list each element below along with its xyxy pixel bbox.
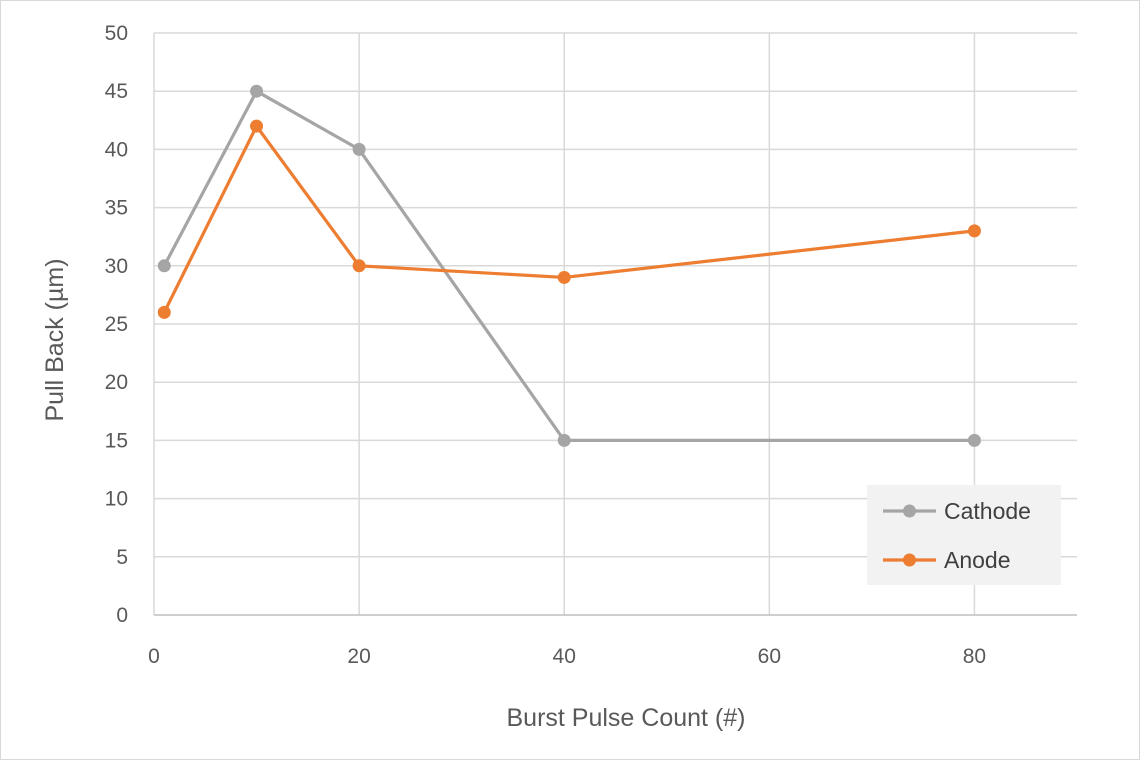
y-tick-label: 40 [105, 138, 128, 161]
y-tick-label: 0 [116, 604, 128, 627]
y-tick-label: 30 [105, 255, 128, 278]
anode-series-line [162, 124, 977, 314]
cathode-data-point [967, 433, 981, 447]
cathode-data-point [250, 84, 264, 98]
anode-data-point [250, 119, 264, 133]
y-tick-label: 20 [105, 371, 128, 394]
anode-data-point [352, 259, 366, 273]
y-axis-title: Pull Back (µm) [41, 258, 69, 421]
y-tick-label: 10 [105, 488, 128, 511]
x-tick-label: 80 [963, 645, 986, 668]
x-tick-label: 0 [148, 645, 160, 668]
legend: Cathode Anode [867, 485, 1061, 585]
anode-data-point [157, 305, 171, 319]
y-tick-label: 50 [105, 22, 128, 45]
anode-legend-marker [903, 553, 916, 567]
cathode-legend-marker [903, 504, 916, 518]
tick-labels: 0 5 10 15 20 25 30 35 40 45 50 0 20 40 60 80 [105, 22, 986, 668]
y-tick-label: 35 [105, 197, 128, 220]
gridlines [153, 32, 1077, 615]
cathode-legend-label: Cathode [944, 498, 1031, 524]
series-group [157, 84, 981, 447]
y-tick-label: 45 [105, 80, 128, 103]
x-tick-label: 40 [553, 645, 576, 668]
anode-legend-label: Anode [944, 547, 1011, 573]
x-tick-label: 20 [347, 645, 370, 668]
anode-data-point [557, 270, 571, 284]
x-axis-title: Burst Pulse Count (#) [507, 704, 746, 732]
y-tick-label: 15 [105, 429, 128, 452]
anode-data-point [967, 224, 981, 238]
cathode-data-point [557, 433, 571, 447]
cathode-data-point [352, 142, 366, 156]
x-tick-label: 60 [758, 645, 781, 668]
y-tick-label: 5 [116, 546, 128, 569]
y-tick-label: 25 [105, 313, 128, 336]
cathode-data-point [157, 259, 171, 273]
legend-background [867, 485, 1061, 585]
